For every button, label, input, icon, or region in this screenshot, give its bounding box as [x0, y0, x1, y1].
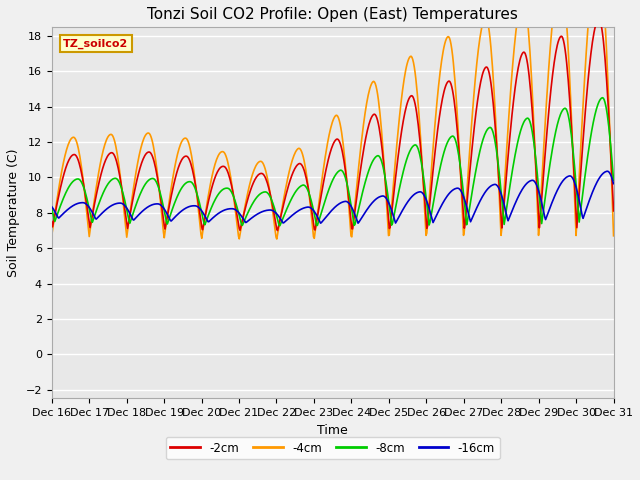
Text: TZ_soilco2: TZ_soilco2 [63, 38, 128, 48]
Legend: -2cm, -4cm, -8cm, -16cm: -2cm, -4cm, -8cm, -16cm [166, 437, 500, 459]
Y-axis label: Soil Temperature (C): Soil Temperature (C) [7, 149, 20, 277]
X-axis label: Time: Time [317, 424, 348, 437]
Title: Tonzi Soil CO2 Profile: Open (East) Temperatures: Tonzi Soil CO2 Profile: Open (East) Temp… [147, 7, 518, 22]
